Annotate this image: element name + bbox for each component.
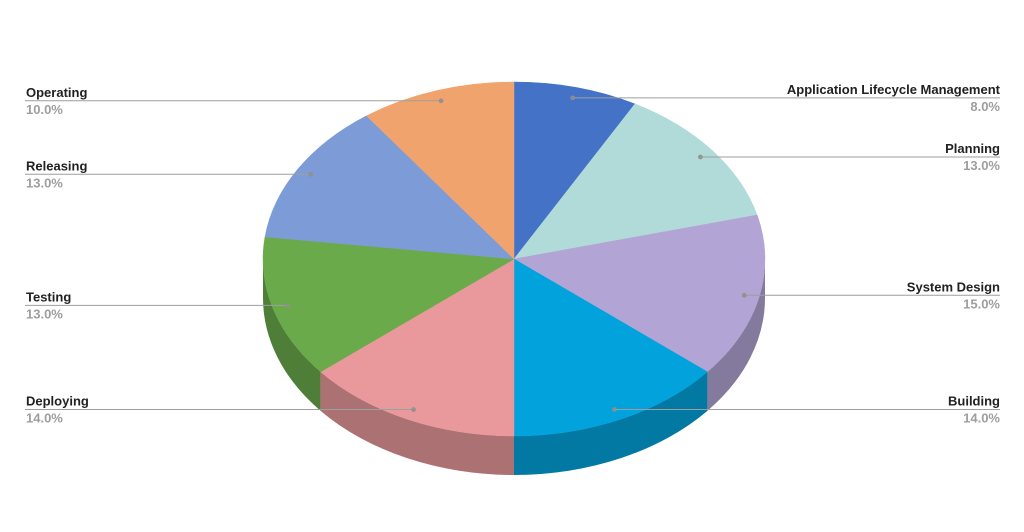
slice-label-system-design: System Design xyxy=(907,279,1000,294)
pie-slice-operating[interactable] xyxy=(366,81,515,260)
leader-dot-releasing xyxy=(308,171,314,177)
leader-dot-system-design xyxy=(741,292,747,298)
leader-dot-application-lifecycle-management xyxy=(570,95,576,101)
slice-label-testing: Testing xyxy=(26,289,71,304)
pie-slice-planning[interactable] xyxy=(513,103,758,260)
pie-slice-building-depth xyxy=(514,371,708,475)
slice-percent-operating: 10.0% xyxy=(26,102,63,117)
slice-percent-releasing: 13.0% xyxy=(26,175,63,190)
slice-label-operating: Operating xyxy=(26,85,87,100)
slice-percent-planning: 13.0% xyxy=(963,158,1000,173)
pie-slice-building[interactable] xyxy=(513,258,708,437)
leader-dot-planning xyxy=(698,154,703,160)
pie-slice-application-lifecycle-management[interactable] xyxy=(513,81,636,260)
slice-percent-building: 14.0% xyxy=(963,411,1000,426)
slice-label-planning: Planning xyxy=(945,141,1000,156)
leader-dot-building xyxy=(612,407,617,412)
slice-label-building: Building xyxy=(948,394,1000,409)
pie-slice-deploying[interactable] xyxy=(320,258,515,437)
pie-slice-system-design-depth xyxy=(707,259,765,411)
leader-dot-deploying xyxy=(411,407,416,412)
pie-slice-releasing[interactable] xyxy=(264,115,515,260)
slice-label-application-lifecycle-management: Application Lifecycle Management xyxy=(787,82,1001,97)
slice-percent-testing: 13.0% xyxy=(26,306,63,321)
slice-percent-system-design: 15.0% xyxy=(963,296,1000,311)
slice-percent-deploying: 14.0% xyxy=(26,411,63,426)
pie-slices xyxy=(262,81,766,437)
slice-label-deploying: Deploying xyxy=(26,394,89,409)
leader-dot-testing xyxy=(285,303,290,308)
pie-slice-system-design[interactable] xyxy=(513,214,766,373)
pie-callouts: Application Lifecycle Management 8.0% Plan… xyxy=(25,82,1001,426)
pie-slice-testing-depth xyxy=(263,259,321,411)
pie-depth-walls xyxy=(263,259,765,475)
pie-slice-testing[interactable] xyxy=(262,236,515,373)
slice-label-releasing: Releasing xyxy=(26,158,87,173)
leader-dot-operating xyxy=(438,98,444,104)
pie-slice-deploying-depth xyxy=(320,371,514,475)
slice-percent-application-lifecycle-management: 8.0% xyxy=(970,99,1000,114)
